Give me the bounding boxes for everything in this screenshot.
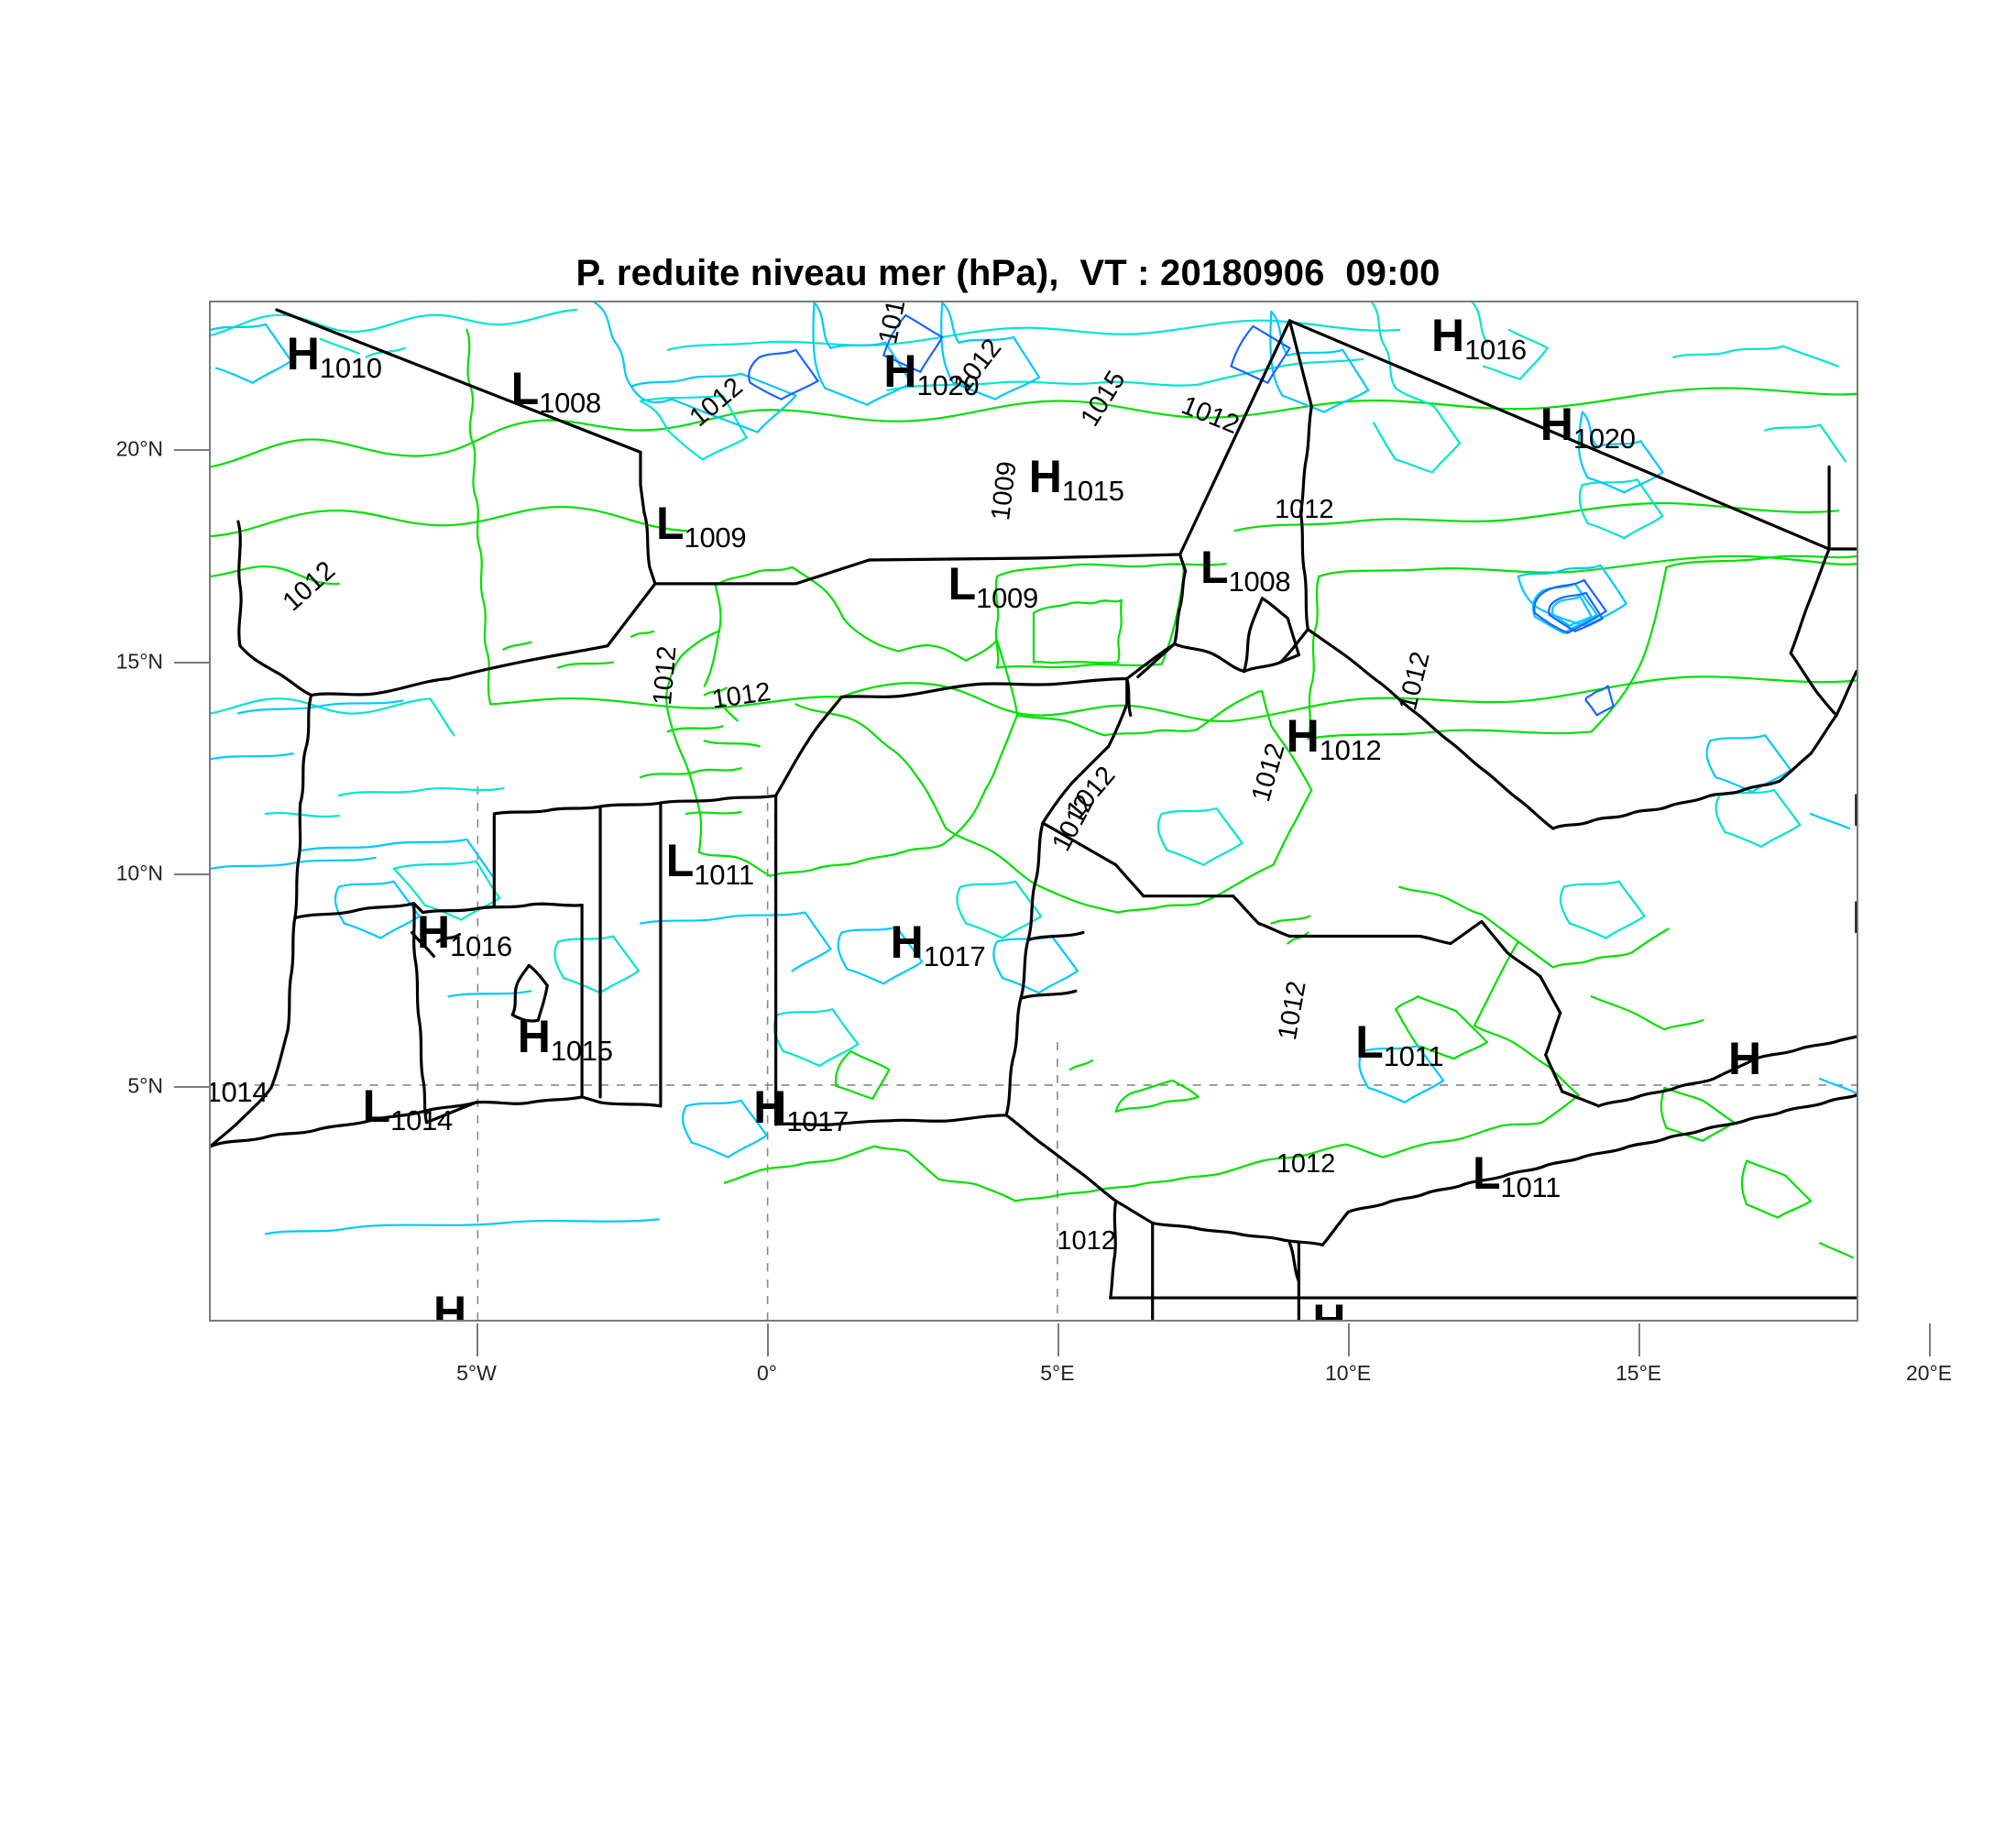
pressure-center-glyph: L <box>1200 542 1229 594</box>
y-axis-tick-label: 10°N <box>115 861 163 885</box>
high-pressure-marker: H1016 <box>417 906 512 960</box>
contours-deep-low <box>748 313 1615 717</box>
high-pressure-marker: H1017 <box>753 1081 849 1136</box>
pressure-center-value: 1009 <box>976 581 1038 614</box>
map-plot-area[interactable]: H1010 L1008 H1020 H1016 H1020 H1015 L1009 L1009… <box>209 301 1858 1322</box>
y-axis-tick-label: 5°N <box>127 1073 163 1098</box>
high-pressure-marker: H1017 <box>890 916 986 971</box>
high-pressure-marker: H1010 <box>286 328 382 382</box>
high-pressure-marker: H <box>1312 1295 1346 1322</box>
pressure-center-glyph: H <box>1286 709 1320 762</box>
pressure-center-glyph: L <box>656 498 685 550</box>
pressure-center-glyph: H <box>433 1287 467 1322</box>
pressure-center-glyph: H <box>1312 1295 1346 1322</box>
pressure-center-value: 1016 <box>1464 334 1527 367</box>
low-pressure-marker: L1014 <box>211 1055 268 1106</box>
pressure-center-value: 1008 <box>1228 565 1291 598</box>
high-pressure-marker: H <box>1852 785 1857 836</box>
high-pressure-marker: H1016 <box>1431 310 1527 364</box>
pressure-center-glyph: H <box>286 328 320 380</box>
graticule <box>211 786 1857 1320</box>
low-pressure-marker: L1011 <box>1473 1147 1561 1202</box>
y-axis-tick <box>174 662 209 664</box>
pressure-center-glyph: L <box>665 834 695 886</box>
pressure-center-value: 1016 <box>450 929 512 962</box>
x-axis-tick-label: 15°E <box>1615 1361 1662 1385</box>
contour-value-label: 1012 <box>647 644 683 707</box>
x-axis-tick <box>1929 1323 1932 1356</box>
x-axis-tick <box>766 1323 769 1356</box>
pressure-center-glyph: L <box>1473 1147 1501 1199</box>
pressure-center-value: 1014 <box>209 1076 268 1109</box>
pressure-center-glyph: H <box>417 906 451 958</box>
pressure-center-glyph: L <box>1355 1016 1384 1069</box>
coastlines-borders <box>211 308 1857 1320</box>
pressure-center-value: 1017 <box>786 1105 849 1138</box>
x-axis-tick <box>1638 1323 1641 1356</box>
x-axis-tick <box>1057 1323 1059 1356</box>
pressure-center-glyph: H <box>753 1081 787 1134</box>
y-axis-tick <box>174 449 209 452</box>
pressure-center-glyph: H <box>1539 399 1573 451</box>
pressure-center-value: 1020 <box>1572 423 1636 456</box>
high-pressure-marker: H1015 <box>1028 450 1124 505</box>
pressure-center-glyph: H <box>1728 1032 1762 1084</box>
x-axis-tick-label: 5°W <box>456 1361 497 1385</box>
pressure-center-glyph: L <box>510 363 540 415</box>
low-pressure-marker: L1011 <box>1355 1016 1443 1070</box>
pressure-center-glyph: H <box>1852 785 1857 836</box>
x-axis-tick-label: 5°E <box>1040 1361 1075 1385</box>
y-axis-tick-label: 20°N <box>115 436 163 461</box>
x-axis-tick-label: 20°E <box>1905 1361 1953 1385</box>
high-pressure-marker: H <box>433 1287 467 1322</box>
contour-value-label: 1012 <box>1276 1148 1336 1179</box>
pressure-center-value: 1015 <box>1061 474 1124 507</box>
pressure-center-value: 1011 <box>1383 1040 1444 1073</box>
high-pressure-marker: H <box>1728 1036 1761 1081</box>
contour-value-label: 1012 <box>1275 494 1334 524</box>
low-pressure-marker: L1009 <box>656 498 747 552</box>
pressure-center-value: 1009 <box>684 521 747 554</box>
pressure-center-glyph: L <box>362 1081 391 1133</box>
low-pressure-marker: L1014 <box>362 1081 454 1135</box>
map-contour-svg <box>211 302 1857 1320</box>
pressure-center-glyph: H <box>1431 310 1465 362</box>
pressure-center-glyph: H <box>1028 450 1062 502</box>
pressure-center-glyph: H <box>1852 892 1857 943</box>
pressure-center-value: 1011 <box>694 858 754 891</box>
x-axis-tick <box>1348 1323 1351 1356</box>
chart-title: P. reduite niveau mer (hPa), VT : 201809… <box>575 253 1441 293</box>
pressure-center-glyph: H <box>890 916 924 968</box>
x-axis-tick <box>476 1323 478 1356</box>
pressure-center-glyph: L <box>948 557 977 609</box>
low-pressure-marker: L1011 <box>665 834 754 889</box>
high-pressure-marker: H1020 <box>883 346 979 400</box>
pressure-center-value: 1017 <box>923 939 986 972</box>
x-axis-tick-label: 10°E <box>1325 1361 1372 1385</box>
high-pressure-marker: H1012 <box>1286 709 1382 764</box>
pressure-center-value: 1012 <box>1319 733 1382 766</box>
pressure-center-value: 1010 <box>319 352 382 385</box>
high-pressure-marker: H <box>1852 892 1857 943</box>
y-axis-tick-label: 15°N <box>115 649 163 674</box>
pressure-center-value: 1015 <box>550 1035 613 1068</box>
low-pressure-marker: L1009 <box>948 557 1039 612</box>
high-pressure-marker: H1015 <box>517 1011 613 1065</box>
contours-teal <box>211 302 1847 1068</box>
pressure-center-value: 1008 <box>539 387 601 420</box>
contour-value-label: 1009 <box>985 459 1023 522</box>
x-axis-tick-label: 0° <box>756 1361 777 1385</box>
pressure-center-glyph: H <box>883 346 917 398</box>
high-pressure-marker: H1020 <box>1539 399 1636 453</box>
pressure-center-value: 1014 <box>390 1104 453 1137</box>
pressure-center-value: 1011 <box>1500 1170 1561 1203</box>
contour-value-label: 1012 <box>1057 1226 1116 1257</box>
low-pressure-marker: L1008 <box>1200 542 1291 596</box>
y-axis-tick <box>174 1085 209 1088</box>
y-axis-tick <box>174 873 209 875</box>
low-pressure-marker: L1008 <box>510 363 602 417</box>
pressure-center-glyph: H <box>517 1011 551 1063</box>
pressure-center-value: 1020 <box>916 369 980 402</box>
